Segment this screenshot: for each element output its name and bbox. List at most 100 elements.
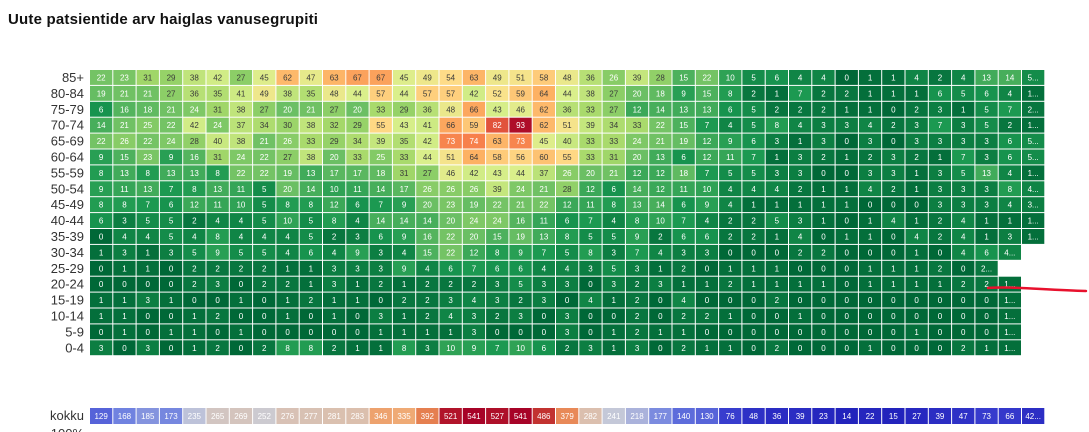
- heatmap-cell: [462, 292, 486, 308]
- cell-label: 0: [891, 248, 896, 257]
- cell-label: 0: [845, 217, 850, 226]
- heatmap-cell: [835, 117, 858, 133]
- heatmap-cell: [392, 276, 416, 292]
- heatmap-cell: [672, 181, 695, 197]
- heatmap-cell: [905, 70, 928, 85]
- cell-label: 55: [376, 121, 385, 130]
- cell-label: 4: [728, 185, 733, 194]
- heatmap-cell: [113, 117, 136, 133]
- heatmap-cell: [579, 260, 602, 276]
- heatmap-cell: [765, 181, 788, 197]
- cell-label: 12: [469, 248, 478, 257]
- cell-label: 21: [609, 169, 618, 178]
- cell-label: 3: [681, 248, 686, 257]
- heatmap-cell: [253, 165, 276, 181]
- heatmap-cell: [113, 197, 136, 213]
- cell-label: 1: [914, 264, 919, 273]
- total-cell: [952, 408, 975, 424]
- heatmap-cell: [649, 340, 672, 356]
- cell-label: 42: [213, 73, 222, 82]
- cell-label: 12: [586, 185, 595, 194]
- heatmap-cell: [532, 244, 555, 260]
- heatmap-cell: [625, 229, 649, 244]
- cell-label: 44: [516, 169, 525, 178]
- cell-label: 2: [635, 296, 640, 305]
- heatmap-cell: [183, 292, 206, 308]
- row-label: 55-59: [51, 165, 84, 180]
- cell-label: 0: [845, 328, 850, 337]
- heatmap-cell: [556, 292, 579, 308]
- cell-label: 27: [330, 105, 339, 114]
- cell-label: 31: [609, 153, 618, 162]
- heatmap-cell: [462, 308, 486, 324]
- heatmap-cell: [90, 244, 113, 260]
- cell-label: 9: [99, 185, 104, 194]
- cell-label: 19: [469, 201, 478, 210]
- cell-label: 3: [122, 248, 127, 257]
- heatmap-cell: [789, 308, 812, 324]
- cell-label: 6: [99, 217, 104, 226]
- heatmap-cell: [416, 276, 439, 292]
- heatmap-cell: [369, 165, 392, 181]
- cell-label: 1: [914, 248, 919, 257]
- total-cell: [369, 408, 392, 424]
- heatmap-cell: [206, 117, 229, 133]
- heatmap-cell: [1022, 197, 1045, 213]
- cell-label: 2: [379, 280, 384, 289]
- cell-label: 6: [309, 248, 314, 257]
- cell-label: 35: [400, 137, 409, 146]
- cell-label: 4: [961, 217, 966, 226]
- cell-label: 2: [192, 280, 197, 289]
- cell-label: 3: [612, 280, 617, 289]
- heatmap-cell: [858, 244, 882, 260]
- cell-label: 1: [122, 264, 127, 273]
- cell-label: 3: [821, 121, 826, 130]
- heatmap-cell: [882, 229, 905, 244]
- heatmap-cell: [1022, 181, 1045, 197]
- cell-label: 26: [120, 137, 129, 146]
- heatmap-cell: [649, 70, 672, 85]
- heatmap-cell: [462, 133, 486, 149]
- cell-label: 5: [169, 217, 174, 226]
- heatmap-cell: [905, 324, 928, 340]
- cell-label: 8: [99, 169, 104, 178]
- cell-label: 9: [99, 153, 104, 162]
- heatmap-cell: [975, 117, 998, 133]
- cell-label: 13: [539, 232, 548, 241]
- heatmap-cell: [299, 133, 322, 149]
- heatmap-cell: [789, 244, 812, 260]
- heatmap-cell: [392, 292, 416, 308]
- cell-label: 11: [213, 201, 222, 210]
- cell-label: 1: [379, 344, 384, 353]
- heatmap-cell: [556, 276, 579, 292]
- cell-label: 45: [400, 73, 409, 82]
- heatmap-cell: [998, 149, 1021, 165]
- heatmap-cell: [742, 229, 765, 244]
- heatmap-cell: [672, 101, 695, 117]
- heatmap-cell: [742, 324, 765, 340]
- total-cell: [439, 408, 462, 424]
- cell-label: 2: [728, 217, 733, 226]
- cell-label: 0: [262, 328, 267, 337]
- heatmap-cell: [765, 340, 788, 356]
- heatmap-cell: [509, 229, 532, 244]
- heatmap-cell: [882, 324, 905, 340]
- cell-label: 15: [493, 232, 502, 241]
- heatmap-cell: [625, 260, 649, 276]
- cell-label: 4: [961, 232, 966, 241]
- cell-label: 19: [97, 89, 106, 98]
- heatmap-cell: [998, 340, 1021, 356]
- heatmap-cell: [276, 340, 299, 356]
- heatmap-cell: [789, 70, 812, 85]
- cell-label: 57: [376, 89, 385, 98]
- heatmap-cell: [905, 149, 928, 165]
- heatmap-cell: [835, 197, 858, 213]
- cell-label: 64: [469, 153, 478, 162]
- heatmap-cell: [509, 117, 532, 133]
- heatmap-cell: [1022, 213, 1045, 228]
- cell-label: 13: [679, 105, 688, 114]
- heatmap-cell: [159, 308, 183, 324]
- heatmap-cell: [975, 229, 998, 244]
- heatmap-cell: [905, 229, 928, 244]
- heatmap-cell: [299, 324, 322, 340]
